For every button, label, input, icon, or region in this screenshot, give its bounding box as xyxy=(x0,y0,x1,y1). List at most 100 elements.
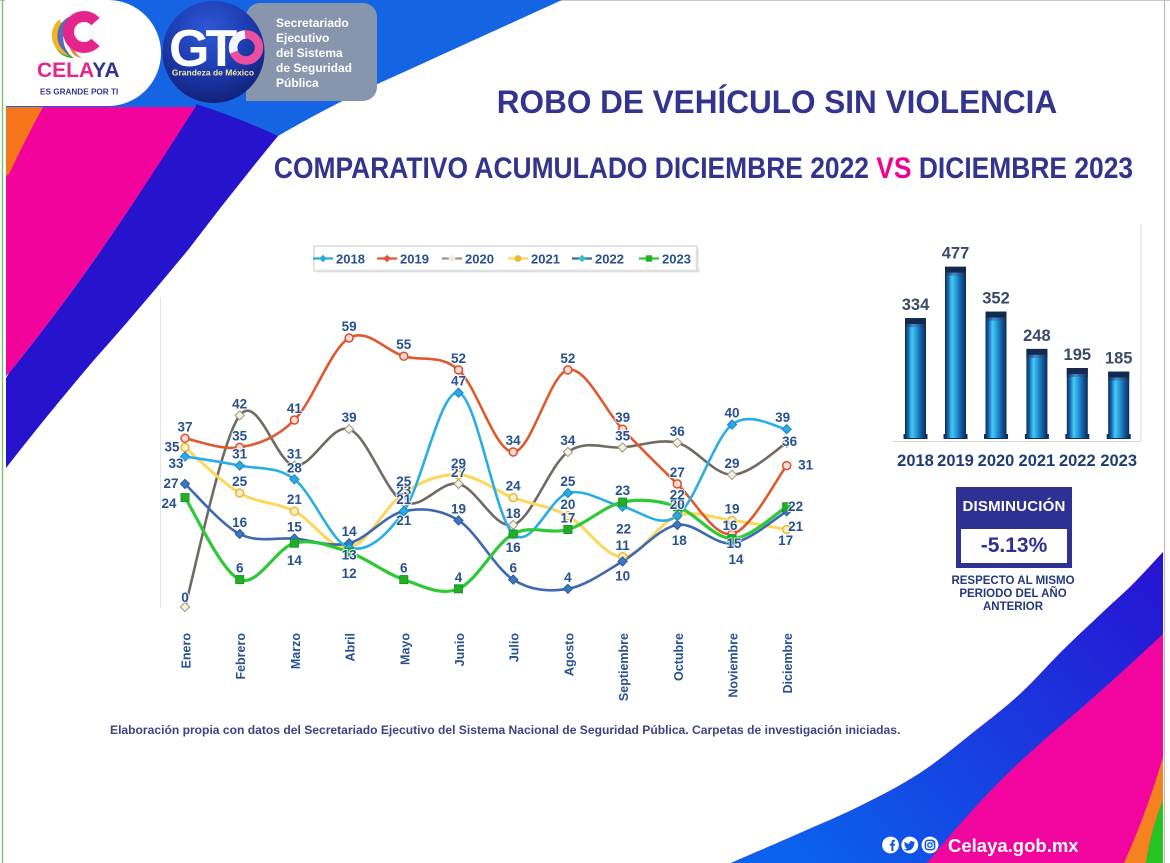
svg-text:35: 35 xyxy=(164,439,180,454)
svg-text:39: 39 xyxy=(342,410,357,425)
svg-text:Pública: Pública xyxy=(276,76,319,90)
svg-text:13: 13 xyxy=(342,548,358,563)
svg-text:29: 29 xyxy=(451,456,466,471)
svg-text:27: 27 xyxy=(451,465,466,480)
svg-text:248: 248 xyxy=(1023,327,1051,345)
svg-text:25: 25 xyxy=(232,474,248,489)
svg-text:24: 24 xyxy=(506,479,522,494)
svg-text:34: 34 xyxy=(506,433,522,448)
svg-text:2020: 2020 xyxy=(978,452,1015,470)
svg-text:14: 14 xyxy=(287,553,303,568)
svg-text:Secretariado: Secretariado xyxy=(276,16,349,30)
svg-text:31: 31 xyxy=(798,458,814,473)
svg-text:20: 20 xyxy=(670,497,685,512)
svg-text:31: 31 xyxy=(287,447,303,462)
svg-text:22: 22 xyxy=(788,499,803,514)
svg-text:21: 21 xyxy=(396,492,412,507)
svg-text:36: 36 xyxy=(670,424,686,439)
svg-text:352: 352 xyxy=(982,290,1010,308)
svg-text:35: 35 xyxy=(232,428,248,443)
svg-text:17: 17 xyxy=(560,511,575,526)
svg-text:477: 477 xyxy=(942,245,970,263)
svg-text:16: 16 xyxy=(722,518,738,533)
svg-text:Grandeza de México: Grandeza de México xyxy=(172,68,254,78)
svg-text:Noviembre: Noviembre xyxy=(727,633,741,698)
svg-text:ES GRANDE POR TI: ES GRANDE POR TI xyxy=(40,88,118,97)
svg-text:2021: 2021 xyxy=(1019,452,1056,470)
svg-text:29: 29 xyxy=(724,456,739,471)
svg-text:Octubre: Octubre xyxy=(672,633,686,681)
svg-text:34: 34 xyxy=(560,433,576,448)
svg-text:2020: 2020 xyxy=(465,252,494,267)
svg-text:22: 22 xyxy=(670,488,685,503)
svg-text:2023: 2023 xyxy=(1100,452,1137,470)
svg-text:195: 195 xyxy=(1064,346,1092,364)
svg-text:14: 14 xyxy=(342,524,358,539)
svg-text:15: 15 xyxy=(287,520,303,535)
svg-text:28: 28 xyxy=(287,460,303,475)
svg-text:10: 10 xyxy=(615,568,630,583)
svg-text:2021: 2021 xyxy=(531,252,560,267)
svg-text:20: 20 xyxy=(560,497,575,512)
svg-text:2022: 2022 xyxy=(595,252,624,267)
svg-text:42: 42 xyxy=(232,397,247,412)
svg-text:2018: 2018 xyxy=(336,252,365,267)
svg-text:14: 14 xyxy=(728,552,744,567)
svg-text:6: 6 xyxy=(236,561,244,576)
svg-text:12: 12 xyxy=(342,566,357,581)
svg-text:15: 15 xyxy=(726,536,742,551)
svg-text:Marzo: Marzo xyxy=(289,633,303,669)
svg-text:2023: 2023 xyxy=(662,252,691,267)
svg-text:31: 31 xyxy=(232,447,248,462)
svg-text:Enero: Enero xyxy=(180,633,194,669)
svg-text:Diciembre: Diciembre xyxy=(781,633,795,693)
svg-text:Julio: Julio xyxy=(508,633,522,663)
svg-text:33: 33 xyxy=(168,456,184,471)
svg-text:36: 36 xyxy=(782,434,798,449)
svg-text:25: 25 xyxy=(560,474,576,489)
svg-text:40: 40 xyxy=(724,406,739,421)
svg-text:Abril: Abril xyxy=(344,633,358,661)
svg-text:18: 18 xyxy=(672,533,688,548)
svg-text:CELAYA: CELAYA xyxy=(37,59,120,82)
svg-text:19: 19 xyxy=(724,501,739,516)
svg-text:16: 16 xyxy=(506,540,522,555)
svg-text:25: 25 xyxy=(396,474,412,489)
svg-text:23: 23 xyxy=(396,483,412,498)
svg-text:59: 59 xyxy=(342,319,357,334)
svg-text:Septiembre: Septiembre xyxy=(617,633,631,701)
svg-text:334: 334 xyxy=(902,296,930,314)
svg-text:11: 11 xyxy=(615,538,630,553)
svg-text:6: 6 xyxy=(400,561,408,576)
svg-text:21: 21 xyxy=(788,519,804,534)
svg-text:6: 6 xyxy=(509,561,517,576)
svg-text:47: 47 xyxy=(451,374,466,389)
svg-text:4: 4 xyxy=(455,570,463,585)
svg-text:Febrero: Febrero xyxy=(234,633,248,680)
svg-text:27: 27 xyxy=(163,476,178,491)
svg-text:24: 24 xyxy=(161,496,177,511)
svg-text:185: 185 xyxy=(1105,350,1133,368)
svg-text:55: 55 xyxy=(396,337,412,352)
svg-text:4: 4 xyxy=(564,570,572,585)
svg-text:17: 17 xyxy=(778,533,793,548)
svg-text:Agosto: Agosto xyxy=(562,633,576,676)
svg-text:39: 39 xyxy=(615,410,630,425)
svg-text:2019: 2019 xyxy=(400,252,429,267)
svg-text:16: 16 xyxy=(506,540,522,555)
svg-text:2018: 2018 xyxy=(897,452,934,470)
svg-text:52: 52 xyxy=(451,351,466,366)
svg-text:2022: 2022 xyxy=(1059,452,1096,470)
svg-text:21: 21 xyxy=(287,492,303,507)
svg-text:22: 22 xyxy=(616,522,631,537)
svg-text:27: 27 xyxy=(670,465,685,480)
svg-text:23: 23 xyxy=(615,483,631,498)
svg-text:de Seguridad: de Seguridad xyxy=(276,61,352,75)
svg-text:52: 52 xyxy=(560,351,575,366)
svg-text:2019: 2019 xyxy=(937,452,974,470)
svg-text:16: 16 xyxy=(232,515,248,530)
svg-text:0: 0 xyxy=(181,590,189,605)
svg-text:Mayo: Mayo xyxy=(398,633,412,665)
svg-text:19: 19 xyxy=(451,501,466,516)
svg-text:Celaya.gob.mx: Celaya.gob.mx xyxy=(948,835,1079,856)
